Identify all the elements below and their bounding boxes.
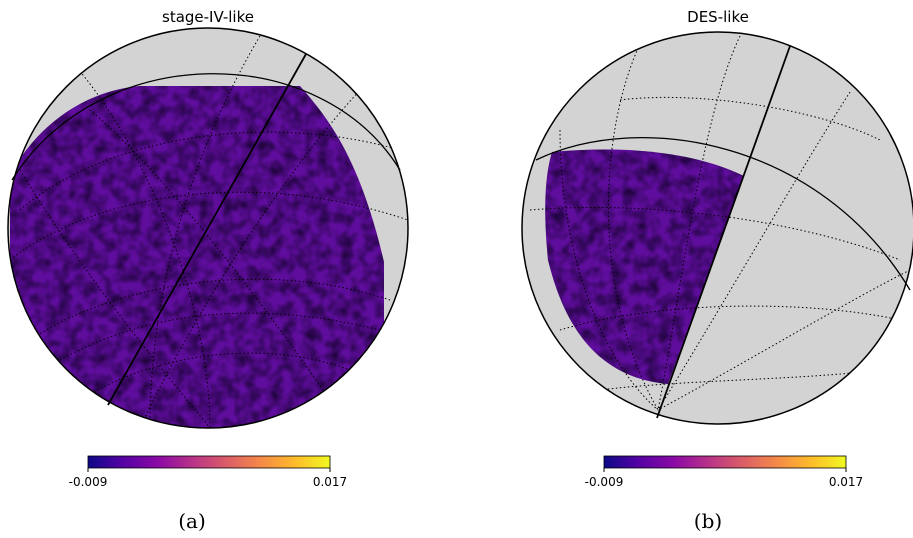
sphere-outline bbox=[521, 31, 913, 425]
sky-map-sphere bbox=[7, 27, 409, 429]
graticule bbox=[9, 35, 408, 428]
field-patch bbox=[545, 149, 744, 384]
meridian-line bbox=[107, 53, 307, 406]
panel-caption: (a) bbox=[178, 509, 206, 533]
colorbar-max-label: 0.017 bbox=[313, 475, 347, 489]
colorbar-min-label: -0.009 bbox=[585, 475, 624, 489]
panel-b: DES-like bbox=[521, 8, 913, 533]
sky-map-sphere bbox=[521, 31, 913, 425]
panel-title: stage-IV-like bbox=[162, 8, 254, 26]
colorbar-min-label: -0.009 bbox=[69, 475, 108, 489]
colorbar: -0.009 0.017 bbox=[585, 455, 863, 489]
panel-title: DES-like bbox=[687, 8, 749, 26]
meridian-line bbox=[656, 45, 791, 419]
sphere-outline bbox=[7, 27, 409, 429]
panel-a: stage-IV-like bbox=[7, 8, 409, 533]
graticule bbox=[529, 35, 911, 411]
panel-caption: (b) bbox=[694, 509, 722, 533]
colorbar: -0.009 0.017 bbox=[69, 455, 347, 489]
boundary-line bbox=[535, 137, 911, 291]
colorbar-max-label: 0.017 bbox=[829, 475, 863, 489]
boundary-line bbox=[11, 73, 401, 181]
